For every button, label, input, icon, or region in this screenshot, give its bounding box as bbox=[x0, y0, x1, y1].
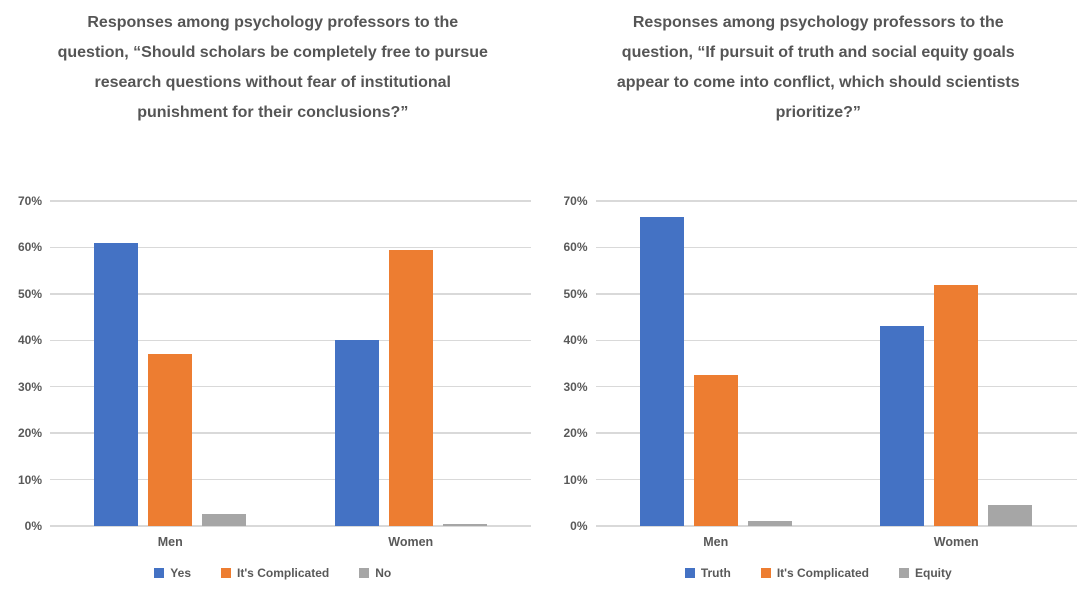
y-axis-tick-label: 60% bbox=[563, 240, 588, 255]
bar-women-equity bbox=[988, 505, 1033, 526]
legend: Yes It's Complicated No bbox=[0, 566, 546, 580]
legend-item-no: No bbox=[359, 566, 391, 580]
gridline bbox=[595, 339, 1077, 342]
legend-label: Yes bbox=[170, 566, 191, 580]
y-axis-tick-label: 20% bbox=[563, 426, 588, 441]
gridline bbox=[595, 385, 1077, 388]
bar-women-no bbox=[442, 523, 487, 526]
gridline bbox=[595, 293, 1077, 295]
gridline bbox=[50, 200, 531, 202]
gridline bbox=[50, 339, 531, 342]
gridline bbox=[50, 432, 531, 434]
legend-item-it-s-complicated: It's Complicated bbox=[221, 566, 329, 580]
legend-swatch-icon bbox=[154, 568, 165, 578]
gridline bbox=[50, 478, 531, 481]
legend-item-truth: Truth bbox=[684, 566, 731, 580]
gridline bbox=[595, 432, 1077, 434]
plot-area: 0% 10% 20% 30% 40% 50% 60% 70% Men Women bbox=[0, 194, 546, 549]
gridline bbox=[50, 525, 531, 527]
legend-swatch-icon bbox=[760, 568, 771, 578]
bar-women-it-s-complicated bbox=[934, 284, 979, 526]
y-axis-tick-label: 20% bbox=[17, 426, 42, 441]
gridline bbox=[50, 385, 531, 388]
bar-men-it-s-complicated bbox=[693, 375, 738, 526]
legend-label: It's Complicated bbox=[237, 566, 330, 580]
gridline bbox=[595, 478, 1077, 481]
chart-title: Responses among psychology professors to… bbox=[616, 14, 1020, 121]
y-axis-tick-label: 0% bbox=[24, 519, 42, 533]
legend-swatch-icon bbox=[221, 568, 231, 578]
x-axis-category-label: Women bbox=[388, 535, 434, 549]
legend: Truth It's Complicated Equity bbox=[546, 566, 1091, 580]
y-axis-tick-label: 50% bbox=[17, 286, 42, 301]
legend-item-it-s-complicated: It's Complicated bbox=[760, 566, 870, 580]
bar-men-yes bbox=[94, 242, 139, 526]
bar-men-no bbox=[202, 514, 247, 526]
plot-area: 0% 10% 20% 30% 40% 50% 60% 70% Men Women bbox=[546, 194, 1091, 549]
y-axis-tick-label: 40% bbox=[17, 333, 42, 348]
legend-label: Truth bbox=[700, 566, 731, 580]
y-axis-tick-label: 70% bbox=[17, 194, 42, 208]
y-axis-tick-label: 10% bbox=[17, 472, 42, 487]
legend-item-equity: Equity bbox=[899, 566, 952, 580]
bar-women-truth bbox=[880, 326, 925, 526]
y-axis-tick-label: 10% bbox=[563, 472, 588, 487]
legend-swatch-icon bbox=[684, 568, 695, 578]
legend-item-yes: Yes bbox=[154, 566, 191, 580]
gridline bbox=[50, 293, 531, 295]
bar-men-truth bbox=[639, 217, 684, 526]
x-axis-category-label: Women bbox=[933, 535, 979, 549]
gridline bbox=[595, 525, 1077, 527]
legend-label: It's Complicated bbox=[776, 566, 870, 580]
legend-swatch-icon bbox=[899, 568, 910, 578]
bar-women-it-s-complicated bbox=[388, 249, 433, 526]
gridline bbox=[50, 246, 531, 249]
gridline bbox=[595, 246, 1077, 249]
x-axis-category-label: Men bbox=[157, 535, 183, 549]
bar-men-equity bbox=[747, 521, 792, 526]
legend-swatch-icon bbox=[359, 568, 370, 578]
chart-title: Responses among psychology professors to… bbox=[57, 14, 488, 121]
chart-academic-freedom: Responses among psychology professors to… bbox=[0, 14, 546, 580]
x-axis-category-label: Men bbox=[703, 535, 729, 549]
y-axis-tick-label: 30% bbox=[17, 379, 42, 394]
legend-label: No bbox=[375, 566, 392, 580]
y-axis-tick-label: 60% bbox=[17, 240, 42, 255]
bar-women-yes bbox=[334, 340, 379, 526]
bar-men-it-s-complicated bbox=[148, 354, 193, 526]
y-axis-tick-label: 0% bbox=[570, 519, 588, 533]
gridline bbox=[595, 200, 1077, 202]
y-axis-tick-label: 30% bbox=[563, 379, 588, 394]
legend-label: Equity bbox=[915, 566, 952, 580]
y-axis-tick-label: 40% bbox=[563, 333, 588, 348]
chart-truth-vs-equity: Responses among psychology professors to… bbox=[546, 0, 1091, 600]
y-axis-tick-label: 70% bbox=[563, 194, 588, 208]
y-axis-tick-label: 50% bbox=[563, 286, 588, 301]
